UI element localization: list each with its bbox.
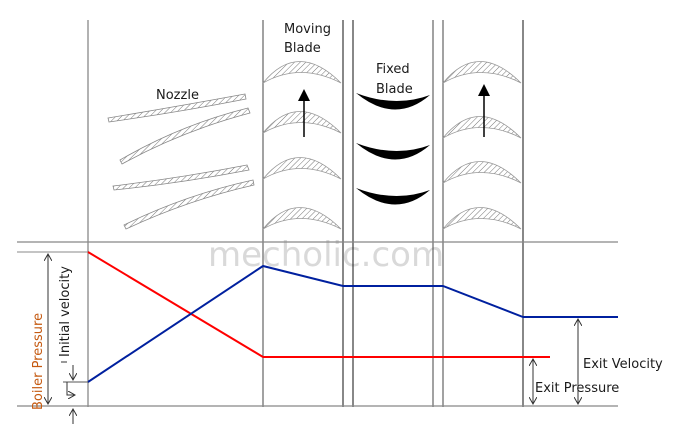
- pressure-line: [87, 251, 550, 358]
- initial-velocity-label: Initial velocity: [58, 266, 73, 357]
- moving-blades-stage-1: [262, 61, 342, 230]
- boiler-pressure-label: Boiler Pressure: [31, 313, 46, 410]
- nozzle-blades: [107, 93, 255, 230]
- moving-blade-label-2: Blade: [284, 41, 321, 56]
- stage-dividers: [87, 20, 524, 407]
- fixed-blades: [356, 93, 430, 205]
- velocity-line: [87, 264, 618, 383]
- nozzle-label: Nozzle: [156, 88, 199, 103]
- graph-axes: [17, 241, 618, 407]
- exit-pressure-label: Exit Pressure: [535, 381, 619, 396]
- watermark: mecholic.com: [208, 235, 444, 275]
- fixed-blade-label-1: Fixed: [376, 62, 410, 77]
- exit-velocity-label: Exit Velocity: [583, 357, 663, 372]
- initial-velocity-marker: [61, 361, 88, 424]
- fixed-blade-label-2: Blade: [376, 82, 413, 97]
- moving-blades-stage-2: [442, 61, 522, 230]
- moving-blade-label-1: Moving: [284, 22, 331, 37]
